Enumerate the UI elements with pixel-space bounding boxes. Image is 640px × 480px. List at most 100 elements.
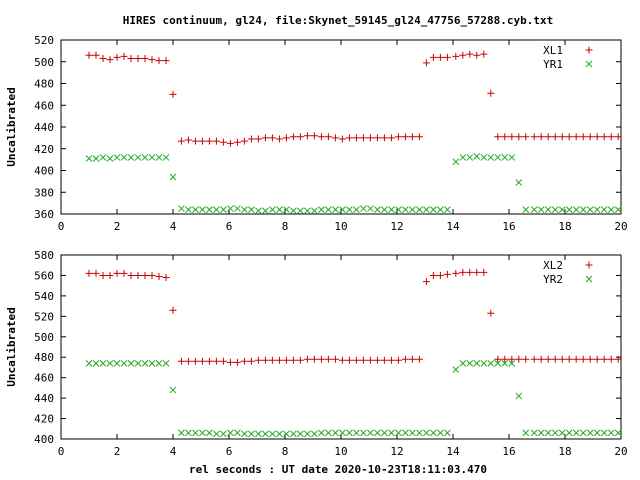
data-point-cross (113, 360, 121, 367)
data-point-plus (113, 53, 121, 61)
data-point-plus (275, 135, 283, 143)
data-point-plus (558, 355, 566, 363)
x-tick-label: 6 (226, 445, 233, 458)
data-point-plus (429, 271, 437, 279)
data-point-cross (572, 429, 580, 437)
data-point-cross (99, 154, 107, 161)
x-tick-label: 0 (58, 445, 65, 458)
data-point-cross (269, 430, 276, 438)
data-point-plus (177, 137, 185, 145)
data-point-plus (501, 133, 509, 141)
data-point-plus (387, 356, 395, 364)
data-point-cross (409, 429, 416, 437)
data-point-plus (198, 357, 206, 365)
data-point-plus (219, 357, 227, 365)
data-point-cross (374, 206, 381, 214)
data-point-plus (317, 133, 325, 141)
data-point-cross (134, 360, 142, 367)
data-point-plus (572, 355, 580, 363)
data-point-plus (191, 137, 199, 145)
data-point-plus (394, 356, 402, 364)
series-yr1 (85, 153, 622, 215)
data-point-plus (148, 271, 156, 279)
data-point-cross (339, 206, 346, 214)
data-point-plus (106, 56, 114, 64)
data-point-plus (466, 268, 474, 276)
data-point-cross (325, 206, 332, 214)
y-tick-label: 360 (34, 208, 54, 221)
data-point-plus (579, 355, 587, 363)
y-tick-label: 420 (34, 413, 54, 426)
data-point-cross (508, 154, 516, 161)
x-tick-label: 2 (114, 445, 121, 458)
data-point-plus (219, 138, 227, 146)
data-point-cross (127, 360, 135, 367)
x-tick-label: 12 (390, 445, 403, 458)
data-point-plus (345, 134, 353, 142)
data-point-plus (501, 355, 509, 363)
data-point-plus (373, 356, 381, 364)
data-point-plus (401, 355, 409, 363)
data-point-plus (127, 271, 135, 279)
data-point-plus (551, 133, 559, 141)
data-point-plus (607, 355, 615, 363)
top-panel: 0 2 4 6 8 10 12 14 16 18 20 360 380 400 420 440 460 480 50… (5, 34, 628, 233)
data-point-cross (614, 206, 622, 214)
data-point-plus (422, 59, 430, 67)
data-point-plus (268, 134, 276, 142)
data-point-cross (487, 154, 495, 161)
y-tick-label: 480 (34, 351, 54, 364)
data-point-plus (338, 135, 346, 143)
data-point-cross (374, 429, 381, 437)
data-point-plus (212, 357, 220, 365)
data-point-cross (494, 154, 502, 161)
x-tick-label: 4 (170, 445, 177, 458)
data-point-cross (551, 206, 559, 214)
data-point-plus (162, 57, 170, 65)
data-point-plus (415, 355, 423, 363)
data-point-cross (248, 206, 255, 214)
data-point-cross (106, 155, 114, 162)
data-point-plus (586, 355, 594, 363)
data-point-plus (359, 134, 367, 142)
data-point-plus (593, 133, 601, 141)
x-tick-label: 8 (282, 445, 289, 458)
data-point-cross (276, 430, 283, 438)
data-point-plus (394, 133, 402, 141)
data-point-cross (185, 206, 192, 214)
y-tick-label: 500 (34, 331, 54, 344)
data-point-plus (408, 355, 416, 363)
data-point-cross (283, 206, 290, 214)
data-point-cross (353, 206, 360, 214)
data-point-cross (297, 430, 304, 438)
x-tick-label: 14 (446, 445, 460, 458)
data-point-plus (515, 133, 523, 141)
data-point-plus (141, 271, 149, 279)
legend-marker (585, 261, 593, 269)
legend-marker (585, 46, 593, 54)
data-point-cross (290, 430, 297, 438)
data-point-plus (415, 133, 423, 141)
series-xl1 (85, 50, 622, 147)
data-point-plus (459, 268, 467, 276)
series-xl2 (85, 268, 622, 366)
y-tick-label: 380 (34, 186, 54, 199)
data-point-cross (213, 430, 220, 438)
data-point-cross (339, 429, 346, 437)
data-point-cross (304, 207, 311, 215)
data-point-cross (579, 206, 587, 214)
data-point-cross (367, 429, 374, 437)
data-point-plus (345, 356, 353, 364)
data-point-cross (437, 429, 444, 437)
data-point-cross (537, 429, 545, 437)
x-tick-label: 20 (614, 220, 627, 233)
data-point-plus (600, 355, 608, 363)
data-point-cross (402, 429, 409, 437)
data-point-cross (276, 206, 283, 214)
data-point-cross (120, 154, 128, 161)
data-point-cross (501, 154, 509, 161)
x-tick-label: 0 (58, 220, 65, 233)
plot-frame (60, 39, 622, 215)
data-point-cross (607, 429, 615, 437)
data-point-plus (387, 134, 395, 142)
